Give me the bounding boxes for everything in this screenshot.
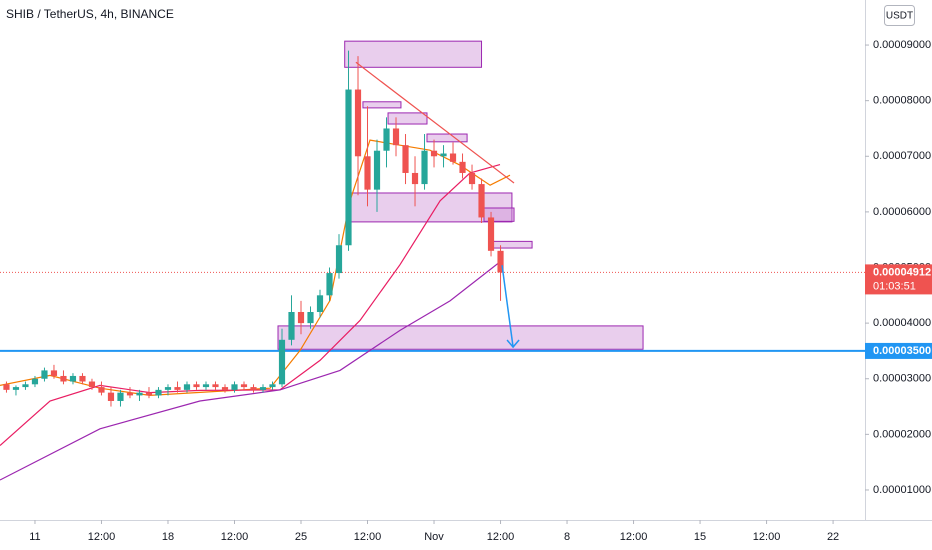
last-price-box — [865, 264, 932, 295]
candle-body — [468, 172, 476, 185]
candle-body — [459, 161, 466, 173]
y-tick-label: 0.00009000 — [873, 39, 931, 51]
candle-body — [259, 387, 267, 390]
candle-body — [487, 217, 495, 251]
candle-body — [326, 273, 333, 296]
x-tick-label: 15 — [694, 531, 706, 543]
candle-body — [354, 89, 362, 157]
x-tick-label: 11 — [29, 531, 40, 543]
candle-body — [183, 384, 191, 390]
x-tick-label: 8 — [564, 531, 570, 543]
currency-button[interactable] — [884, 5, 915, 26]
zone — [491, 240, 533, 249]
y-tick-label: 0.00002000 — [873, 428, 931, 440]
chart-title: SHIB / TetherUS, 4h, BINANCE — [6, 7, 174, 21]
candle-body — [164, 387, 172, 390]
y-tick-label: 0.00008000 — [873, 95, 931, 107]
level-price-label: 0.00003500 — [873, 345, 931, 357]
level-price-box — [865, 342, 932, 359]
candle-body — [41, 370, 48, 379]
candle-body — [60, 375, 67, 382]
x-tick-label: 12:00 — [620, 531, 648, 543]
candle-body — [497, 250, 504, 273]
candle-body — [411, 172, 419, 185]
arrow-head — [506, 339, 520, 349]
candle-body — [136, 392, 143, 396]
candle-body — [440, 153, 447, 157]
moving-average — [0, 261, 501, 481]
candle-body — [392, 128, 400, 146]
candle-body — [430, 150, 438, 157]
candle-body — [145, 392, 153, 396]
candle-body — [22, 384, 29, 388]
candle-body — [31, 378, 39, 385]
last-price-label: 0.00004912 — [873, 266, 931, 278]
zone — [277, 325, 644, 350]
candle-body — [88, 381, 96, 388]
zone — [344, 40, 483, 68]
candle-body — [250, 387, 257, 390]
candle-body — [155, 389, 162, 396]
candle-body — [345, 89, 352, 246]
candle-body — [193, 384, 200, 388]
candle-body — [383, 128, 390, 151]
trendline — [355, 61, 515, 184]
candle-body — [50, 370, 58, 376]
candle-body — [288, 312, 295, 340]
candle-body — [364, 156, 371, 190]
y-tick-label: 0.00003000 — [873, 373, 931, 385]
x-tick-label: 18 — [162, 531, 174, 543]
candle-body — [69, 375, 77, 382]
candle-body — [421, 150, 428, 185]
candle-body — [231, 384, 238, 390]
candle-body — [278, 339, 286, 385]
candle-body — [402, 145, 409, 173]
y-tick-label: 0.00007000 — [873, 150, 931, 162]
candle-body — [297, 312, 305, 324]
candle-body — [117, 392, 124, 401]
x-tick-label: 12:00 — [221, 531, 249, 543]
candle-body — [307, 312, 314, 324]
zone — [362, 101, 402, 109]
candle-body — [269, 384, 276, 388]
candle-body — [79, 375, 86, 382]
arrow — [501, 265, 514, 348]
candle-body — [107, 392, 115, 401]
x-tick-label: 22 — [827, 531, 839, 543]
candle-body — [174, 387, 181, 390]
candle-body — [3, 384, 10, 390]
candle-body — [478, 184, 485, 218]
y-tick-label: 0.00001000 — [873, 484, 931, 496]
candle-body — [212, 384, 219, 388]
countdown-label: 01:03:51 — [873, 280, 916, 292]
x-tick-label: 12:00 — [88, 531, 116, 543]
candle-body — [449, 153, 457, 162]
zone — [426, 133, 468, 143]
y-tick-label: 0.00004000 — [873, 317, 931, 329]
candle-body — [240, 384, 248, 388]
candle-body — [316, 295, 324, 312]
candle-body — [12, 387, 20, 390]
x-tick-label: 12:00 — [753, 531, 781, 543]
candle-body — [98, 387, 105, 393]
candle-body — [202, 384, 210, 388]
x-tick-label: Nov — [424, 531, 444, 543]
candle-body — [221, 387, 229, 390]
x-tick-label: 12:00 — [354, 531, 382, 543]
currency-button-label[interactable]: USDT — [886, 11, 913, 22]
candle-body — [373, 150, 381, 190]
candle-body — [126, 392, 134, 396]
y-tick-label: 0.00006000 — [873, 206, 931, 218]
x-tick-label: 25 — [295, 531, 307, 543]
x-tick-label: 12:00 — [487, 531, 515, 543]
candle-body — [335, 245, 343, 274]
zone — [387, 112, 428, 125]
